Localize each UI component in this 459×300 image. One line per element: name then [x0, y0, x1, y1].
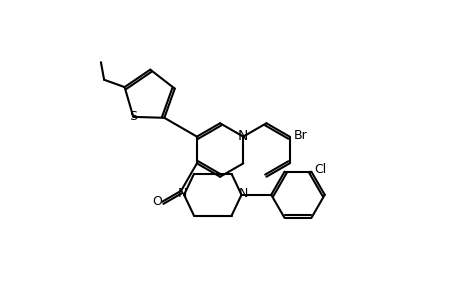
Text: N: N [238, 187, 248, 200]
Text: N: N [177, 187, 186, 200]
Text: O: O [152, 195, 162, 208]
Text: S: S [129, 110, 137, 123]
Text: Cl: Cl [313, 163, 326, 176]
Text: N: N [238, 129, 248, 142]
Text: Br: Br [293, 129, 307, 142]
